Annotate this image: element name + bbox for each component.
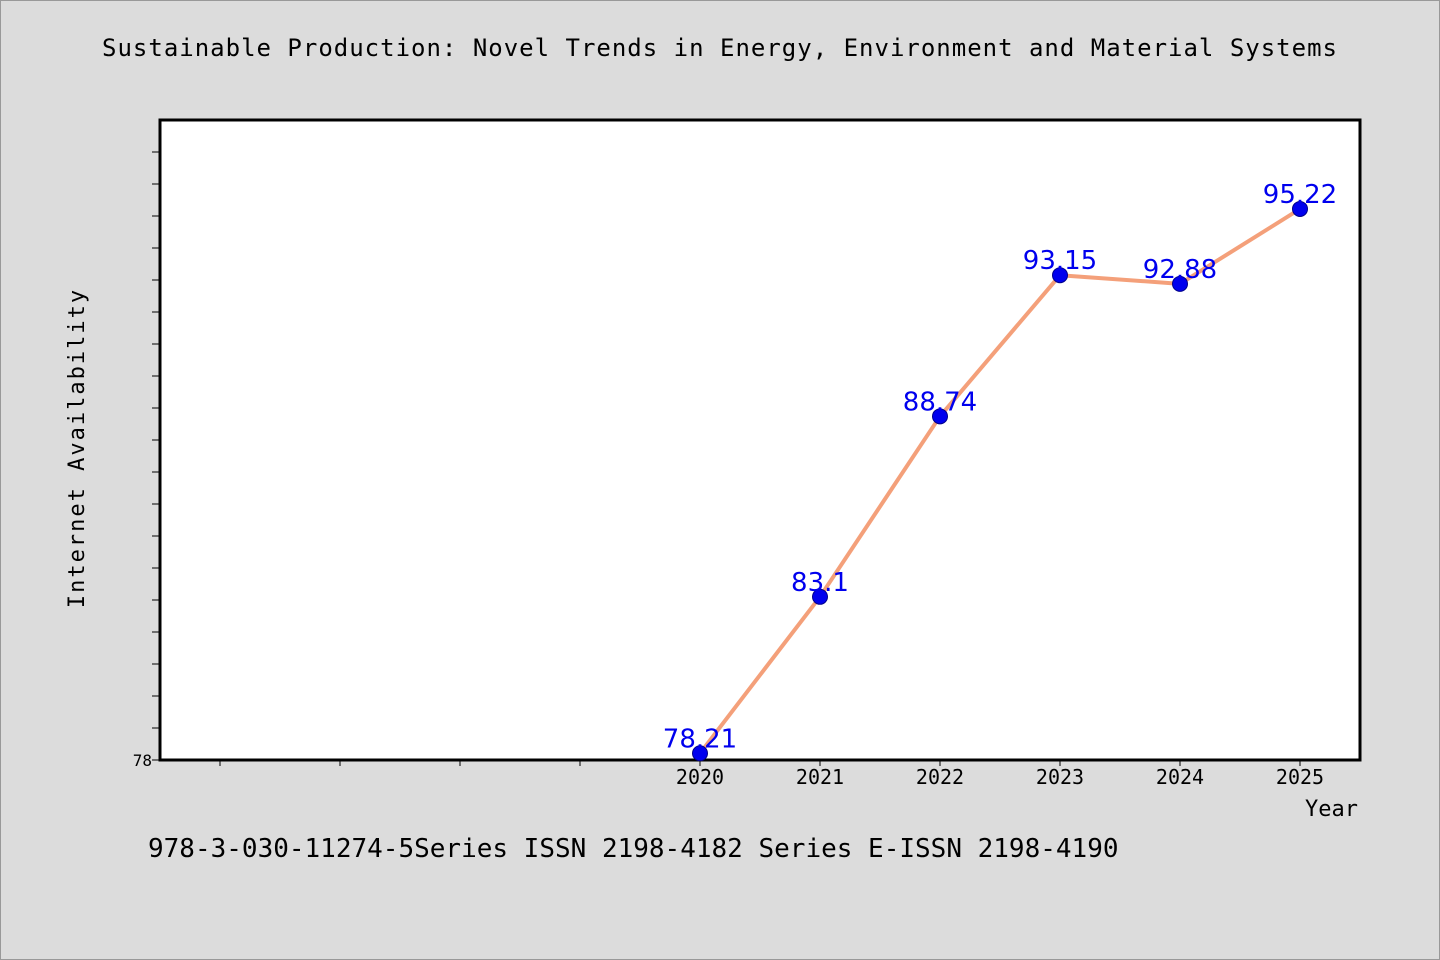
data-point	[1052, 267, 1068, 284]
y-axis-ticks: 78	[133, 151, 160, 770]
y-tick-label: 78	[133, 751, 152, 770]
data-label: 78.21	[663, 724, 737, 754]
data-point	[692, 745, 708, 762]
data-label: 83.1	[791, 568, 849, 598]
data-label: 95.22	[1263, 180, 1337, 210]
data-label: 88.74	[903, 387, 977, 417]
x-axis-ticks: 2020 2021 2022 2023 2024 2025	[219, 760, 1324, 789]
plot-area	[158, 118, 1362, 762]
x-tick-label: 2025	[1276, 765, 1324, 789]
data-label: 93.15	[1023, 246, 1097, 276]
data-point	[1172, 275, 1188, 292]
x-tick-label: 2023	[1036, 765, 1084, 789]
data-label: 92.88	[1143, 255, 1217, 285]
x-tick-label: 2021	[796, 765, 844, 789]
x-axis-label: Year	[1305, 797, 1358, 822]
series-line	[698, 206, 1302, 756]
data-point	[812, 588, 828, 605]
footer-isbn-issn: 978-3-030-11274-5Series ISSN 2198-4182 S…	[148, 834, 1119, 864]
data-labels: 78.21 83.1 88.74 93.15 92.88 95.22	[663, 180, 1337, 754]
data-point	[1292, 200, 1308, 217]
chart-title: Sustainable Production: Novel Trends in …	[102, 34, 1338, 62]
x-tick-label: 2024	[1156, 765, 1204, 789]
y-axis-label: Internet Availability	[65, 288, 90, 608]
series-group	[692, 200, 1308, 762]
x-tick-label: 2022	[916, 765, 964, 789]
x-tick-label: 2020	[676, 765, 724, 789]
data-point	[932, 408, 948, 425]
